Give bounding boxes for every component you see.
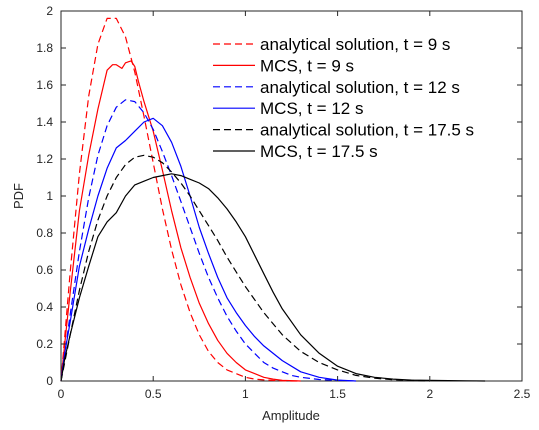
legend-label-2: MCS, t = 9 s [260,56,354,75]
y-tick-label: 0 [46,374,53,388]
y-tick-label: 1.8 [36,41,53,55]
x-tick-label: 2 [426,387,433,401]
legend-label-1: analytical solution, t = 9 s [260,35,450,54]
legend-label-5: analytical solution, t = 17.5 s [260,121,474,140]
y-tick-label: 0.8 [36,226,53,240]
legend-label-6: MCS, t = 17.5 s [260,142,378,161]
y-tick-label: 0.2 [36,337,53,351]
legend-label-4: MCS, t = 12 s [260,99,363,118]
y-tick-label: 1 [46,189,53,203]
plot-area [60,10,523,382]
legend: analytical solution, t = 9 s MCS, t = 9 s… [213,35,474,161]
series-line-3 [60,99,357,382]
x-tick-label: 1 [242,387,249,401]
x-ticks: 0 0.5 1 1.5 2 2.5 [58,11,531,401]
x-tick-label: 1.5 [329,387,346,401]
x-tick-label: 0 [58,387,65,401]
y-tick-label: 0.6 [36,263,53,277]
y-tick-label: 1.2 [36,152,53,166]
series-line-1 [60,17,301,382]
x-tick-label: 2.5 [514,387,531,401]
series-line-4 [60,117,357,382]
x-tick-label: 0.5 [145,387,162,401]
y-tick-label: 1.6 [36,78,53,92]
y-tick-label: 2 [46,4,53,18]
series-layer [60,17,486,382]
series-line-6 [60,173,486,382]
x-axis-label: Amplitude [262,408,320,423]
axes-box [60,10,523,382]
y-ticks: 0 0.2 0.4 0.6 0.8 1 1.2 1.4 1.6 1.8 2 [36,4,522,388]
series-line-2 [60,60,301,382]
legend-label-3: analytical solution, t = 12 s [260,78,460,97]
series-line-5 [60,154,430,382]
y-tick-label: 1.4 [36,115,53,129]
y-axis-label: PDF [11,183,26,209]
y-tick-label: 0.4 [36,300,53,314]
